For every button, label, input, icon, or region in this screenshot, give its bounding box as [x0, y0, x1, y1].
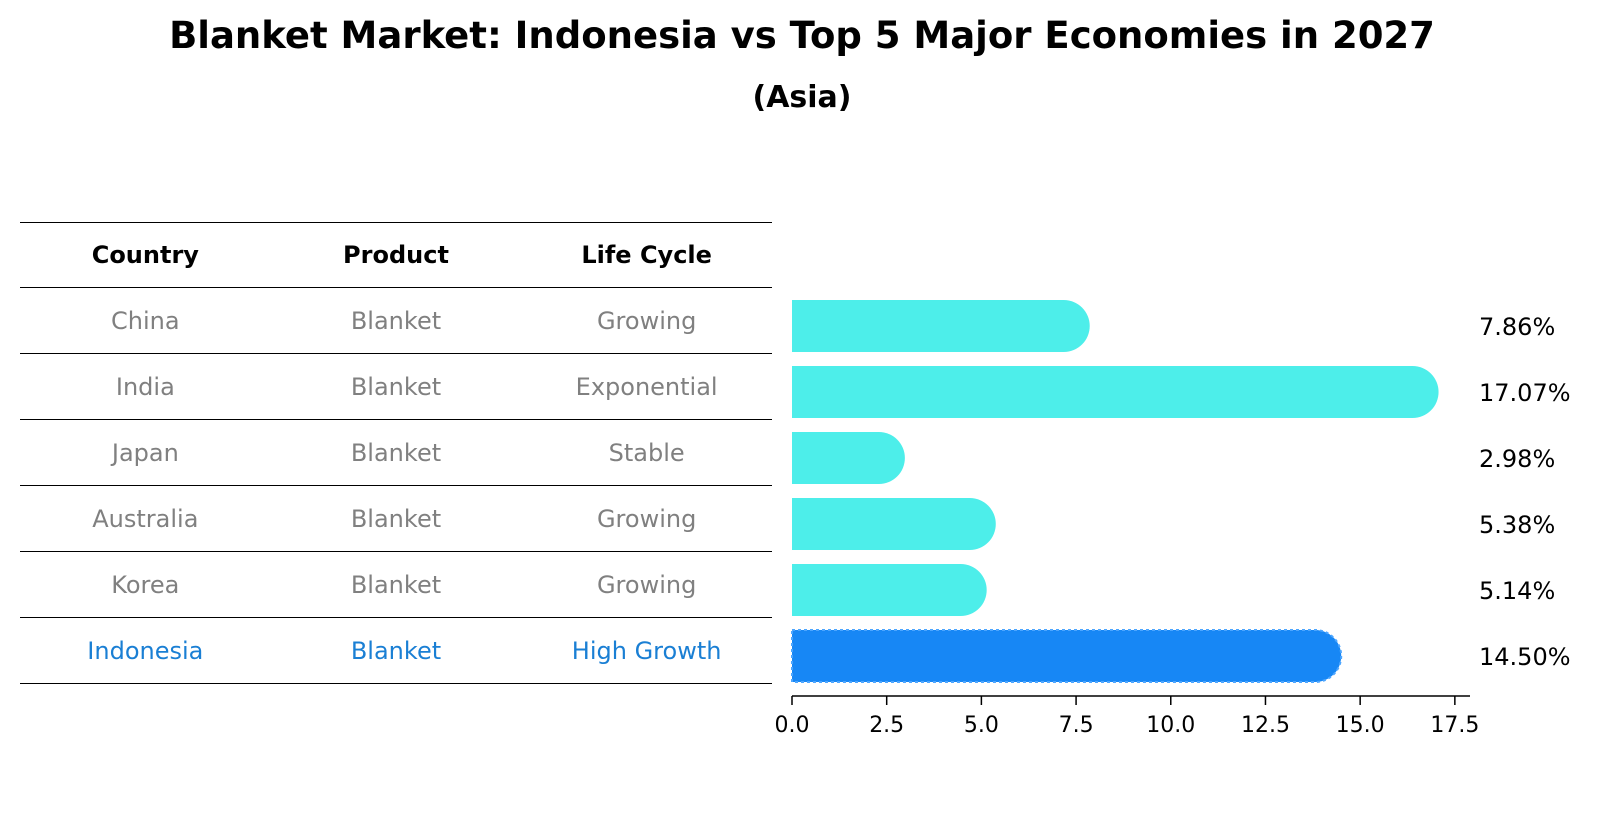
- bar-india: [792, 366, 1439, 418]
- cell-life-cycle: Growing: [596, 504, 697, 533]
- table-row: India Blanket Exponential: [20, 354, 772, 420]
- cell-country: Korea: [111, 570, 180, 599]
- value-label: 5.14%: [1479, 577, 1555, 605]
- cell-life-cycle: Stable: [608, 438, 685, 467]
- header-country: Country: [91, 241, 199, 269]
- x-tick-label: 2.5: [869, 713, 904, 738]
- cell-life-cycle: Growing: [596, 570, 697, 599]
- value-label: 17.07%: [1479, 379, 1571, 407]
- header-product: Product: [343, 241, 449, 269]
- cell-country: Australia: [92, 504, 199, 533]
- table-row-highlight: Indonesia Blanket High Growth: [20, 618, 772, 684]
- chart-title: Blanket Market: Indonesia vs Top 5 Major…: [169, 14, 1435, 57]
- data-table: Country Product Life Cycle China Blanket…: [20, 222, 772, 684]
- cell-product: Blanket: [350, 636, 442, 665]
- cell-product: Blanket: [350, 306, 442, 335]
- bar-indonesia: [791, 629, 1343, 683]
- cell-product: Blanket: [350, 438, 442, 467]
- x-tick-label: 12.5: [1241, 713, 1290, 738]
- cell-country: India: [115, 372, 175, 401]
- x-tick-label: 10.0: [1146, 713, 1195, 738]
- value-label: 2.98%: [1479, 445, 1555, 473]
- cell-life-cycle: Exponential: [575, 372, 718, 401]
- cell-product: Blanket: [350, 372, 442, 401]
- bar-australia: [792, 498, 996, 550]
- table-row: Korea Blanket Growing: [20, 552, 772, 618]
- cell-country: Japan: [111, 438, 179, 467]
- bar-japan: [792, 432, 905, 484]
- x-tick-label: 7.5: [1059, 713, 1094, 738]
- cell-product: Blanket: [350, 504, 442, 533]
- bar-china: [792, 300, 1090, 352]
- cell-life-cycle: High Growth: [571, 636, 722, 665]
- bar-korea: [792, 564, 987, 616]
- x-tick-label: 0.0: [775, 713, 810, 738]
- chart-subtitle: (Asia): [752, 80, 852, 115]
- x-tick-label: 15.0: [1336, 713, 1385, 738]
- table-row: Australia Blanket Growing: [20, 486, 772, 552]
- cell-product: Blanket: [350, 570, 442, 599]
- value-label: 7.86%: [1479, 313, 1555, 341]
- value-label: 14.50%: [1479, 643, 1571, 671]
- cell-life-cycle: Growing: [596, 306, 697, 335]
- cell-country: China: [111, 306, 180, 335]
- cell-country: Indonesia: [87, 636, 204, 665]
- table-row: Japan Blanket Stable: [20, 420, 772, 486]
- x-tick-label: 5.0: [964, 713, 999, 738]
- x-tick-label: 17.5: [1430, 713, 1479, 738]
- table-row: China Blanket Growing: [20, 288, 772, 354]
- header-life-cycle: Life Cycle: [581, 241, 712, 269]
- value-label: 5.38%: [1479, 511, 1555, 539]
- table-header-row: Country Product Life Cycle: [20, 222, 772, 288]
